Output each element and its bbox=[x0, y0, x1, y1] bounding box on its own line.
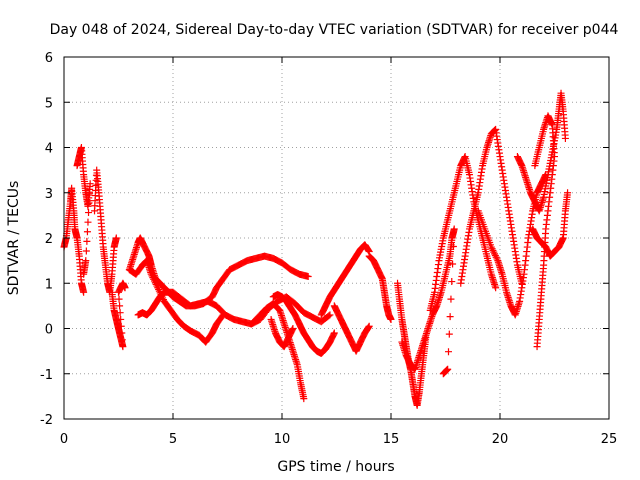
data-point bbox=[82, 247, 90, 255]
data-point bbox=[533, 343, 541, 351]
data-point bbox=[118, 336, 126, 344]
data-point bbox=[150, 277, 158, 285]
y-tick-label: -2 bbox=[40, 413, 53, 428]
y-tick-label: -1 bbox=[40, 368, 53, 383]
data-point bbox=[491, 250, 499, 258]
data-point bbox=[147, 270, 155, 278]
axis-ticks bbox=[63, 56, 610, 420]
series-track-p bbox=[426, 153, 500, 314]
data-point bbox=[85, 209, 93, 217]
series-track-k bbox=[317, 241, 373, 319]
data-point bbox=[304, 272, 312, 280]
series-track-f bbox=[125, 257, 227, 346]
data-point bbox=[153, 282, 161, 290]
series-track-g bbox=[134, 288, 334, 328]
chart-title: Day 048 of 2024, Sidereal Day-to-day VTE… bbox=[50, 22, 619, 38]
data-point bbox=[448, 278, 456, 286]
data-point bbox=[86, 180, 94, 188]
data-point bbox=[154, 284, 162, 292]
data-point bbox=[439, 370, 447, 378]
data-point bbox=[491, 252, 499, 260]
data-point bbox=[119, 343, 127, 351]
series-track-d bbox=[108, 279, 129, 351]
series-track-o bbox=[398, 225, 458, 378]
data-point bbox=[487, 243, 495, 251]
series-track-m bbox=[365, 252, 395, 323]
series-track-b bbox=[73, 144, 94, 278]
series-track-c bbox=[91, 166, 120, 296]
data-point bbox=[387, 315, 395, 323]
data-point bbox=[80, 288, 88, 296]
data-point bbox=[85, 199, 93, 207]
data-point bbox=[80, 270, 88, 278]
y-tick-label: 2 bbox=[45, 232, 53, 247]
data-point bbox=[116, 302, 124, 310]
series-track-r bbox=[474, 171, 550, 319]
x-tick-label: 15 bbox=[383, 432, 400, 447]
data-point bbox=[490, 248, 498, 256]
data-point bbox=[116, 309, 124, 317]
data-point bbox=[84, 218, 92, 226]
y-tick-label: 0 bbox=[45, 323, 53, 338]
data-point bbox=[152, 280, 160, 288]
data-point bbox=[117, 315, 125, 323]
y-tick-label: 1 bbox=[45, 277, 53, 292]
data-point bbox=[492, 253, 500, 261]
data-point bbox=[83, 228, 91, 236]
data-point bbox=[121, 284, 129, 292]
data-point bbox=[151, 279, 159, 287]
series-track-u bbox=[531, 112, 558, 351]
x-tick-label: 25 bbox=[601, 432, 618, 447]
data-point bbox=[564, 189, 572, 197]
data-point bbox=[118, 329, 126, 337]
data-point bbox=[561, 134, 569, 142]
data-point bbox=[300, 395, 308, 403]
data-point bbox=[449, 242, 457, 250]
series-track-q bbox=[457, 125, 526, 287]
data-point bbox=[155, 285, 163, 293]
series-track-j bbox=[269, 291, 338, 357]
data-point bbox=[112, 234, 120, 242]
data-point bbox=[450, 225, 458, 233]
tick-labels: 0 5 10 15 20 25 -2 -1 0 1 2 3 4 5 6 bbox=[40, 51, 617, 447]
x-tick-label: 10 bbox=[274, 432, 291, 447]
data-point bbox=[150, 275, 158, 283]
data-point bbox=[326, 311, 334, 319]
data-point bbox=[445, 330, 453, 338]
data-point bbox=[446, 313, 454, 321]
series-track-l bbox=[330, 302, 373, 355]
y-axis-label: SDTVAR / TECUs bbox=[6, 181, 22, 296]
x-axis-label: GPS time / hours bbox=[277, 459, 394, 475]
data-point bbox=[492, 284, 500, 292]
y-tick-label: 5 bbox=[45, 96, 53, 111]
data-point bbox=[488, 245, 496, 253]
data-series bbox=[60, 89, 572, 409]
data-point bbox=[149, 274, 157, 282]
y-tick-label: 4 bbox=[45, 142, 53, 157]
data-point bbox=[493, 255, 501, 263]
data-point bbox=[289, 325, 297, 332]
data-point bbox=[330, 329, 338, 337]
data-point bbox=[86, 189, 94, 197]
data-point bbox=[449, 260, 457, 268]
data-point bbox=[447, 295, 455, 303]
data-point bbox=[365, 322, 373, 330]
series-track-i bbox=[267, 315, 297, 351]
y-tick-label: 3 bbox=[45, 187, 53, 202]
x-tick-label: 20 bbox=[492, 432, 509, 447]
x-tick-label: 5 bbox=[169, 432, 177, 447]
data-point bbox=[148, 272, 156, 280]
y-tick-label: 6 bbox=[45, 51, 53, 66]
data-point bbox=[489, 246, 497, 254]
data-point bbox=[115, 295, 123, 303]
data-point bbox=[117, 322, 125, 330]
x-tick-label: 0 bbox=[60, 432, 68, 447]
data-point bbox=[444, 348, 452, 356]
data-point bbox=[83, 237, 91, 245]
data-point bbox=[325, 312, 333, 320]
